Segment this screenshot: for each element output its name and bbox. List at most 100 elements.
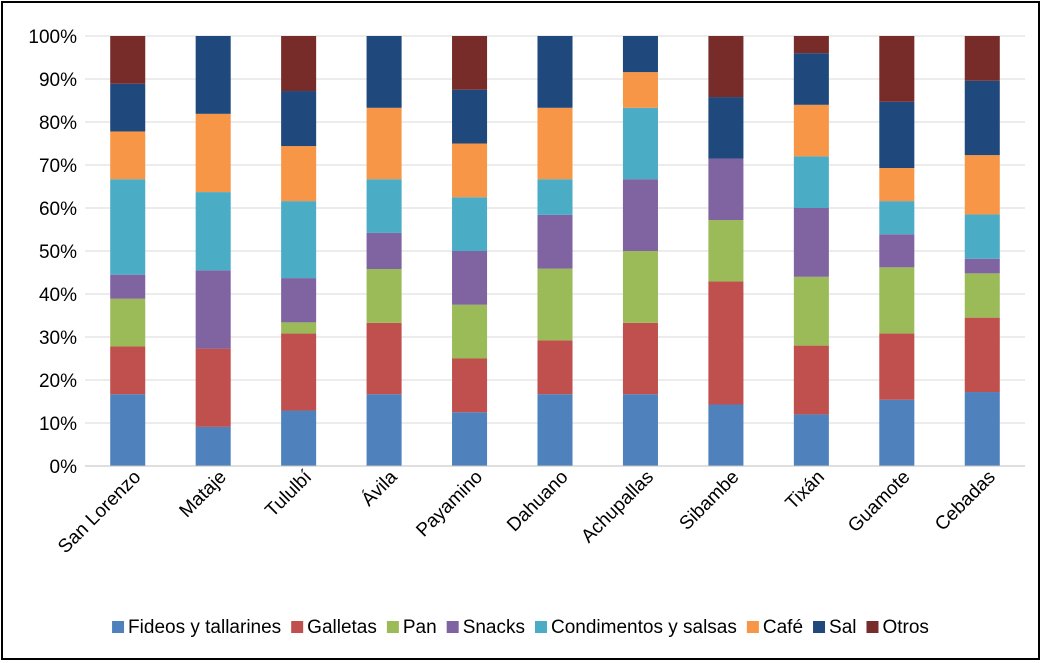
bar-segment-fideos-y-tallarines <box>622 394 658 466</box>
x-tick-label: Sibambe <box>676 467 744 535</box>
bar-segment-galletas <box>281 333 317 411</box>
bar-segment-sal <box>793 53 829 105</box>
bar-segment-condimentos-y-salsas <box>366 179 402 233</box>
bar-stack-achupallas <box>622 36 658 466</box>
bar-segment-cafe <box>366 107 402 180</box>
legend-item-sal: Sal <box>813 617 856 638</box>
bar-segment-fideos-y-tallarines <box>964 392 1000 466</box>
legend-label: Sal <box>829 617 856 638</box>
x-tick-label: Achupallas <box>577 467 658 548</box>
legend-item-cafe: Café <box>746 617 803 638</box>
bar-stack-avila <box>366 36 402 466</box>
bar-segment-pan <box>366 269 402 323</box>
legend-swatch <box>866 621 879 633</box>
x-tick-label: Cebadas <box>931 467 1000 536</box>
bar-segment-otros <box>281 36 317 92</box>
bar-segment-snacks <box>793 208 829 277</box>
bar-segment-galletas <box>793 345 829 415</box>
legend-item-fideos-y-tallarines: Fideos y tallarines <box>112 617 281 638</box>
bar-segment-snacks <box>110 274 146 299</box>
legend-label: Pan <box>403 617 437 638</box>
legend: Fideos y tallarines Galletas Pan Snacks Cond… <box>112 617 929 638</box>
bar-stack-guamote <box>879 36 915 466</box>
legend-swatch <box>813 621 826 633</box>
y-tick-label: 20% <box>39 371 77 392</box>
y-tick-label: 10% <box>39 414 77 435</box>
stacked-bar-chart: 0% 10% 20% 30% 40% 50% 60% 70% 80% 90% 100% San Lo… <box>28 27 1025 638</box>
bar-segment-condimentos-y-salsas <box>452 197 488 251</box>
bar-segment-galletas <box>708 281 744 405</box>
bar-segment-cafe <box>452 143 488 198</box>
bar-segment-cafe <box>195 113 231 193</box>
bar-segment-cafe <box>879 168 915 202</box>
y-tick-label: 40% <box>39 285 77 306</box>
x-tick-label: San Lorenzo <box>54 467 145 558</box>
bar-stack-sibambe <box>708 36 744 466</box>
x-tick-label: Tixán <box>782 467 829 514</box>
bar-segment-otros <box>964 36 1000 81</box>
bar-stack-dahuano <box>537 36 573 466</box>
bar-segment-fideos-y-tallarines <box>879 399 915 466</box>
bar-segment-snacks <box>879 234 915 268</box>
bar-segment-sal <box>366 36 402 108</box>
y-tick-label: 30% <box>39 328 77 349</box>
bar-segment-otros <box>110 36 146 84</box>
bar-stack-cebadas <box>964 36 1000 466</box>
bar-segment-snacks <box>708 158 744 221</box>
y-tick-label: 70% <box>39 156 77 177</box>
y-tick-label: 60% <box>39 199 77 220</box>
bar-segment-galletas <box>366 322 402 395</box>
bar-segment-condimentos-y-salsas <box>964 214 1000 259</box>
bar-segment-condimentos-y-salsas <box>195 192 231 271</box>
bar-segment-galletas <box>452 358 488 413</box>
bar-segment-snacks <box>366 232 402 270</box>
bar-segment-condimentos-y-salsas <box>879 201 915 235</box>
bar-segment-pan <box>452 304 488 359</box>
bar-segment-fideos-y-tallarines <box>708 404 744 466</box>
bar-segment-sal <box>537 36 573 108</box>
legend-label: Café <box>763 617 803 638</box>
bar-segment-otros <box>708 36 744 98</box>
y-tick-label: 0% <box>50 457 78 478</box>
bar-segment-galletas <box>195 348 231 427</box>
y-tick-label: 100% <box>28 27 77 48</box>
bar-segment-pan <box>964 273 1000 318</box>
bar-segment-snacks <box>964 258 1000 274</box>
bar-stack-tululbi <box>281 36 317 466</box>
bar-segment-galletas <box>964 317 1000 393</box>
bar-segment-pan <box>110 298 146 347</box>
bar-segment-snacks <box>537 214 573 269</box>
bar-segment-sal <box>110 83 146 132</box>
bar-segment-snacks <box>622 179 658 251</box>
bar-segment-pan <box>708 220 744 282</box>
legend-label: Condimentos y salsas <box>551 617 737 638</box>
bar-segment-galletas <box>879 333 915 400</box>
bar-segment-condimentos-y-salsas <box>110 179 146 275</box>
bar-segment-pan <box>793 276 829 346</box>
bar-segment-fideos-y-tallarines <box>452 412 488 466</box>
x-tick-label: Dahuano <box>503 467 572 536</box>
bar-segment-fideos-y-tallarines <box>110 394 146 466</box>
bar-stack-san-lorenzo <box>110 36 146 466</box>
bar-segment-sal <box>964 80 1000 156</box>
x-tick-label: Payamino <box>412 467 487 542</box>
legend-label: Otros <box>882 617 928 638</box>
bar-segment-sal <box>195 36 231 114</box>
legend-swatch <box>535 621 548 633</box>
bar-segment-galletas <box>537 340 573 395</box>
bar-segment-otros <box>793 36 829 54</box>
bar-segment-cafe <box>537 107 573 180</box>
legend-swatch <box>291 621 304 633</box>
bar-segment-condimentos-y-salsas <box>793 156 829 208</box>
legend-swatch <box>746 621 759 633</box>
legend-label: Galletas <box>307 617 377 638</box>
bar-segment-condimentos-y-salsas <box>622 107 658 180</box>
bar-segment-sal <box>879 101 915 169</box>
bar-segment-cafe <box>622 72 658 108</box>
bar-segment-fideos-y-tallarines <box>366 394 402 466</box>
bar-segment-pan <box>281 322 317 334</box>
x-axis-ticks: San Lorenzo Mataje Tululbí Ávila Payamino Dah… <box>54 466 1000 558</box>
legend-swatch <box>112 621 125 633</box>
y-axis-ticks: 0% 10% 20% 30% 40% 50% 60% 70% 80% 90% 100% <box>28 27 77 478</box>
